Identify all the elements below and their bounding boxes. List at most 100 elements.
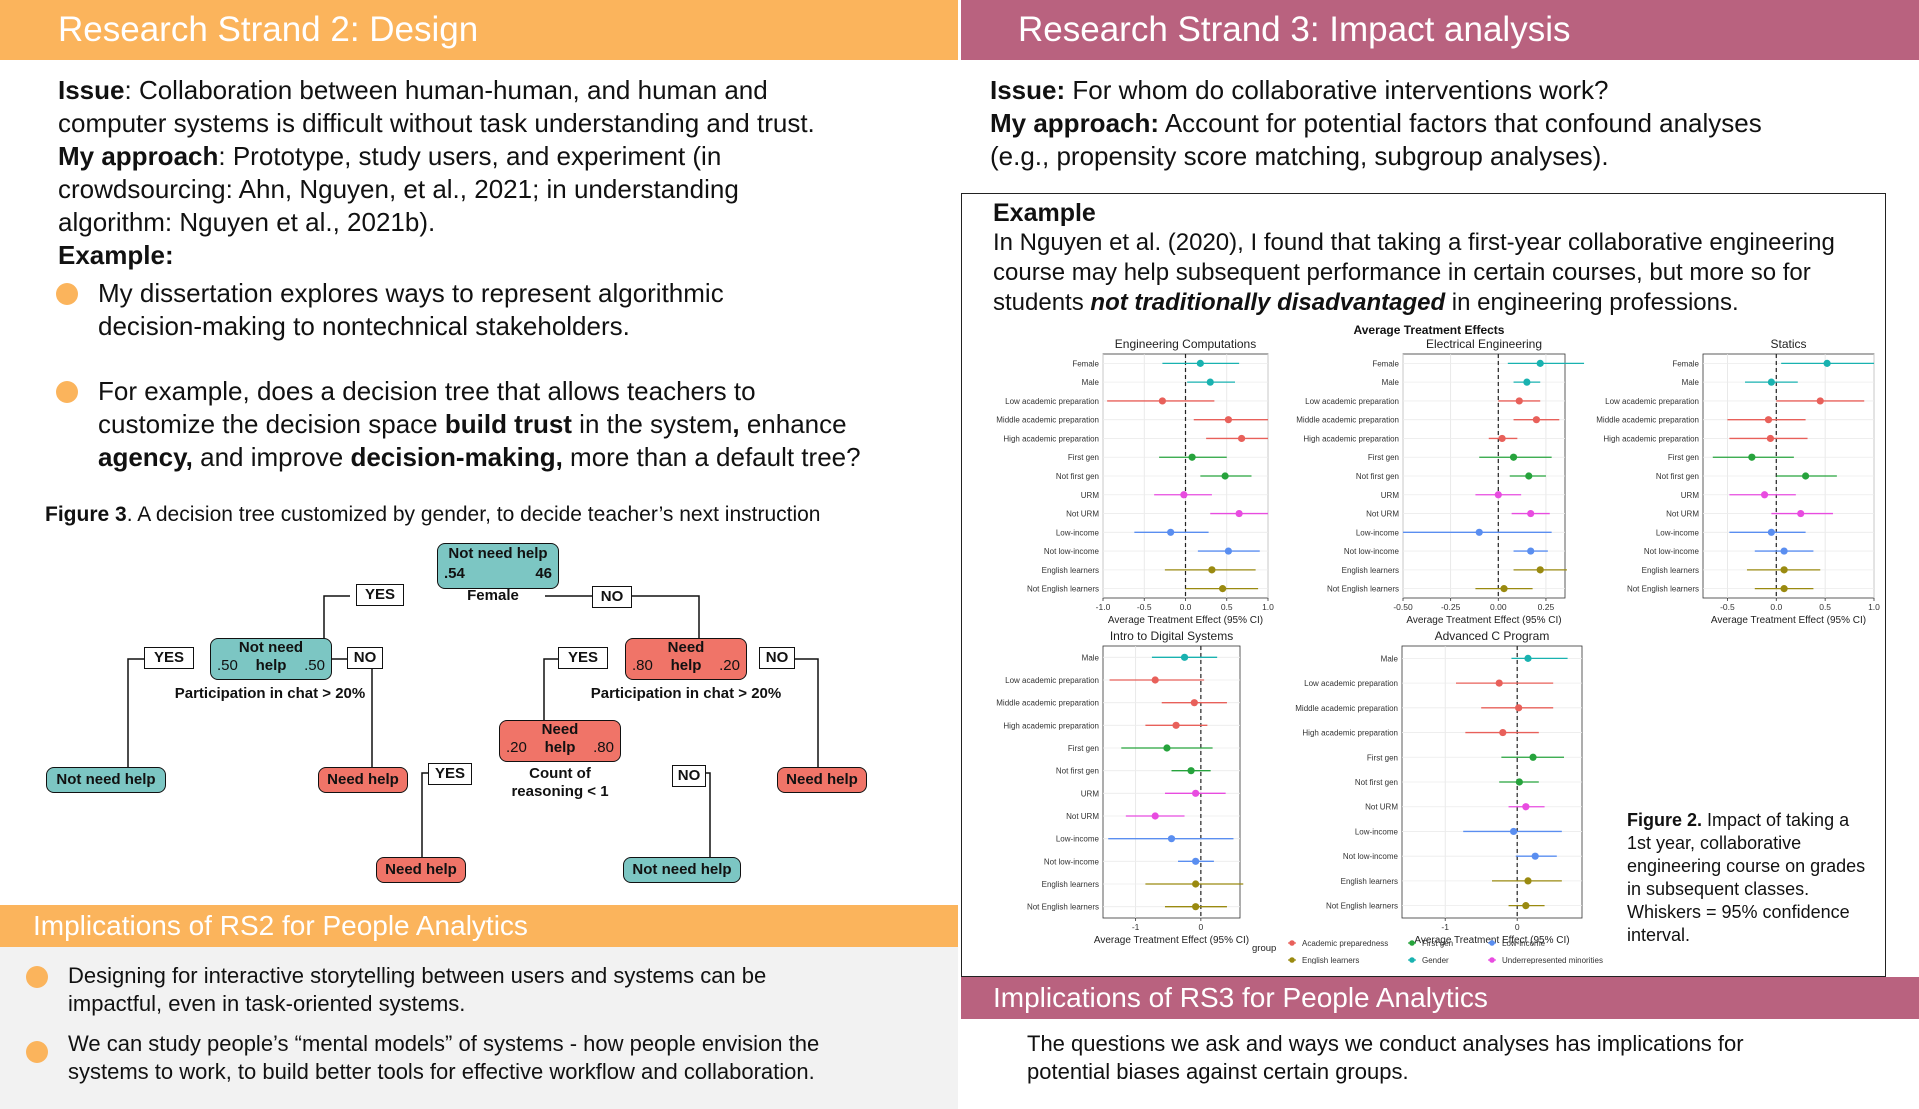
row-label: English learners	[1642, 566, 1699, 575]
point-estimate	[1475, 528, 1483, 536]
tree-node-need-help-reasoning: Need .20 help .80	[499, 720, 621, 762]
tree-n3-prob-right: .80	[593, 739, 614, 756]
point-estimate	[1527, 509, 1535, 518]
tree-n3-split-line-1: Count of	[529, 765, 591, 782]
rs2-implication-1-line-1: Designing for interactive storytelling b…	[68, 963, 767, 988]
point-estimate	[1219, 585, 1227, 593]
row-label: Not English learners	[1326, 902, 1398, 911]
row-label: Not URM	[1366, 510, 1399, 519]
tree-leaf-not-need-help: Not need help	[623, 857, 741, 883]
row-label: Male	[1382, 378, 1400, 387]
point-estimate	[1180, 491, 1188, 499]
tree-leaf-need-help: Need help	[318, 767, 408, 793]
point-estimate	[1515, 397, 1523, 405]
point-estimate	[1221, 472, 1229, 480]
tree-leaf-need-help: Need help	[777, 767, 867, 793]
row-label: Not English learners	[1027, 903, 1099, 912]
point-estimate	[1523, 378, 1531, 386]
point-estimate	[1495, 679, 1503, 687]
row-label: Low-income	[1056, 835, 1100, 844]
tree-leaf-need-help: Need help	[376, 857, 466, 883]
point-estimate	[1525, 472, 1533, 480]
legend-entry: Low-income	[1502, 939, 1546, 948]
emphasis-build-trust: build trust	[444, 409, 572, 439]
row-label: Female	[1372, 359, 1399, 368]
rs3-issue-label: Issue:	[990, 75, 1066, 105]
row-label: English learners	[1042, 880, 1099, 889]
legend-key	[1489, 957, 1495, 963]
row-label: Low academic preparation	[1005, 397, 1099, 406]
tree-yes-label: YES	[428, 763, 472, 785]
row-label: First gen	[1367, 753, 1398, 762]
point-estimate	[1509, 453, 1518, 461]
row-label: Not URM	[1666, 510, 1699, 519]
point-estimate	[1172, 721, 1180, 729]
rs2-issue-text-2: computer systems is difficult without ta…	[58, 108, 815, 138]
tree-n2-prob-left: .80	[632, 657, 653, 674]
point-estimate	[1192, 903, 1200, 911]
point-estimate	[1764, 416, 1773, 424]
rs3-example-line-2: course may help subsequent performance i…	[993, 259, 1811, 286]
row-label: Male	[1082, 378, 1100, 387]
figure-2-line-4: in subsequent classes.	[1627, 879, 1810, 899]
tree-n3-split-line-2: reasoning < 1	[511, 783, 609, 800]
tree-root-node: Not need help .54 46	[437, 543, 559, 589]
rs2-issue-text-1: : Collaboration between human-human, and…	[124, 75, 768, 105]
row-label: Not first gen	[1656, 472, 1699, 481]
x-tick-label: -0.50	[1393, 602, 1413, 612]
row-label: First gen	[1668, 453, 1699, 462]
point-estimate	[1192, 857, 1200, 865]
rs3-issue-text: For whom do collaborative interventions …	[1065, 75, 1609, 105]
figure-2-line-1: Impact of taking a	[1702, 810, 1850, 830]
panel-title: Intro to Digital Systems	[1110, 629, 1233, 643]
rs3-example-text: Example In Nguyen et al. (2020), I found…	[993, 198, 1883, 318]
point-estimate	[1529, 753, 1537, 761]
rs3-implications-bar: Implications of RS3 for People Analytics	[961, 977, 1919, 1019]
row-label: Not URM	[1365, 803, 1398, 812]
tree-n3-prob-left: .20	[506, 739, 527, 756]
text-span: customize the decision space	[98, 409, 445, 439]
rs2-implications-panel	[0, 947, 958, 1109]
rs2-implication-1-line-2: impactful, even in task-oriented systems…	[68, 991, 466, 1016]
rs3-header-bar: Research Strand 3: Impact analysis	[961, 0, 1919, 60]
row-label: First gen	[1368, 453, 1399, 462]
tree-n1-prob-right: .50	[304, 657, 325, 674]
point-estimate	[1767, 528, 1775, 536]
chart-title: Average Treatment Effects	[1354, 324, 1505, 337]
x-tick-label: -1.0	[1096, 602, 1111, 612]
row-label: First gen	[1068, 744, 1099, 753]
x-axis-label: Average Treatment Effect (95% CI)	[1108, 615, 1263, 626]
legend-entry: First gen	[1422, 939, 1453, 948]
point-estimate	[1780, 585, 1788, 593]
point-estimate	[1802, 472, 1810, 480]
rs3-header-title: Research Strand 3: Impact analysis	[1018, 10, 1571, 49]
emphasis-not-disadvantaged: not traditionally disadvantaged	[1090, 289, 1446, 316]
tree-root-prob-left: .54	[444, 565, 465, 582]
row-label: URM	[1081, 491, 1100, 500]
emphasis-decision-making: decision-making,	[350, 442, 563, 472]
point-estimate	[1180, 653, 1189, 661]
rs3-example-line-1: In Nguyen et al. (2020), I found that ta…	[993, 229, 1835, 256]
point-estimate	[1823, 359, 1831, 367]
text-span: and improve	[192, 442, 351, 472]
point-estimate	[1797, 509, 1805, 518]
tree-yes-label: YES	[558, 647, 608, 669]
x-tick-label: -0.5	[1720, 602, 1735, 612]
row-label: Middle academic preparation	[1296, 416, 1399, 425]
legend-key	[1289, 940, 1295, 946]
figure-3-label: Figure 3	[45, 503, 127, 526]
panel-title: Advanced C Program	[1435, 629, 1550, 643]
point-estimate	[1206, 378, 1214, 386]
row-label: High academic preparation	[1603, 434, 1699, 443]
rs3-implication-line-2: potential biases against certain groups.	[1027, 1059, 1409, 1084]
figure-2-line-5: Whiskers = 95% confidence	[1627, 902, 1850, 922]
rs2-implication-2: We can study people’s “mental models” of…	[68, 1030, 819, 1086]
text-span: more than a default tree?	[562, 442, 861, 472]
text-span: students	[993, 289, 1091, 316]
row-label: URM	[1381, 491, 1400, 500]
row-label: URM	[1081, 789, 1100, 798]
tree-n1-prob-left: .50	[217, 657, 238, 674]
row-label: English learners	[1042, 566, 1099, 575]
point-estimate	[1531, 852, 1539, 860]
tree-yes-label: YES	[356, 584, 404, 606]
